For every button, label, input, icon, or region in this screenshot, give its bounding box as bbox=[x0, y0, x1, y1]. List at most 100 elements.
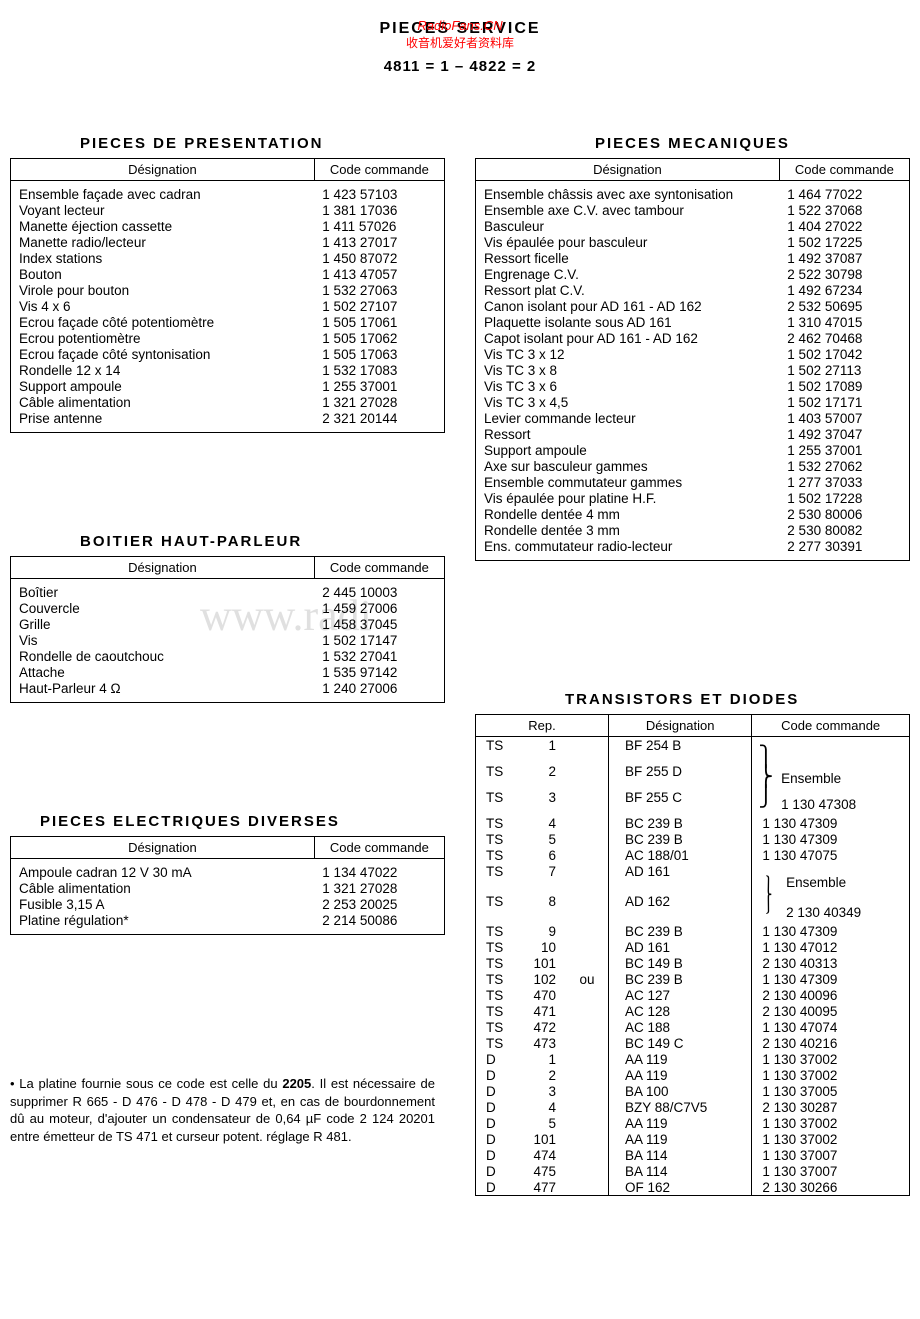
cell-designation: Ressort bbox=[476, 427, 780, 443]
cell-designation: Ecrou façade côté potentiomètre bbox=[11, 315, 315, 331]
cell-rep-prefix: TS bbox=[476, 987, 523, 1003]
cell-rep-num: 3 bbox=[522, 1083, 566, 1099]
cell-code: 1 532 27063 bbox=[314, 283, 444, 299]
cell-code: 1 404 27022 bbox=[779, 219, 909, 235]
right-column: PIECES MECANIQUES Désignation Code comma… bbox=[475, 115, 910, 1196]
cell-rep-prefix: TS bbox=[476, 1019, 523, 1035]
cell-rep-prefix: TS bbox=[476, 955, 523, 971]
cell-code: 1 413 27017 bbox=[314, 235, 444, 251]
cell-rep-prefix: D bbox=[476, 1131, 523, 1147]
left-column: PIECES DE PRESENTATION Désignation Code … bbox=[10, 115, 445, 1145]
cell-code: 1 130 37002 bbox=[752, 1051, 910, 1067]
cell-ou bbox=[566, 1083, 609, 1099]
table-row: D475BA 1141 130 37007 bbox=[476, 1163, 910, 1179]
cell-designation: Capot isolant pour AD 161 - AD 162 bbox=[476, 331, 780, 347]
cell-designation: Bouton bbox=[11, 267, 315, 283]
cell-designation: AA 119 bbox=[609, 1131, 752, 1147]
table-row: TS471AC 1282 130 40095 bbox=[476, 1003, 910, 1019]
cell-designation: Virole pour bouton bbox=[11, 283, 315, 299]
cell-designation: Vis 4 x 6 bbox=[11, 299, 315, 315]
table-row: D1AA 1191 130 37002 bbox=[476, 1051, 910, 1067]
table-row: Support ampoule1 255 37001 bbox=[476, 443, 910, 459]
cell-code: 1 505 17062 bbox=[314, 331, 444, 347]
cell-code: ⎭ 1 130 47308 bbox=[752, 789, 910, 815]
cell-rep-num: 471 bbox=[522, 1003, 566, 1019]
cell-rep-num: 472 bbox=[522, 1019, 566, 1035]
cell-code: 1 130 37007 bbox=[752, 1163, 910, 1179]
cell-code: 2 130 40096 bbox=[752, 987, 910, 1003]
cell-rep-prefix: TS bbox=[476, 789, 523, 815]
cell-rep-num: 477 bbox=[522, 1179, 566, 1196]
cell-rep-prefix: D bbox=[476, 1083, 523, 1099]
cell-code: 1 502 27113 bbox=[779, 363, 909, 379]
cell-code: ⎰ 2 130 40349 bbox=[752, 893, 910, 923]
cell-designation: Prise antenne bbox=[11, 411, 315, 433]
cell-code: 1 255 37001 bbox=[779, 443, 909, 459]
table-row: Manette éjection cassette1 411 57026 bbox=[11, 219, 445, 235]
col-designation: Désignation bbox=[11, 557, 315, 579]
cell-designation: BC 239 B bbox=[609, 971, 752, 987]
cell-designation: AA 119 bbox=[609, 1115, 752, 1131]
cell-ou bbox=[566, 1051, 609, 1067]
table-row: Axe sur basculeur gammes1 532 27062 bbox=[476, 459, 910, 475]
cell-code: 1 505 17063 bbox=[314, 347, 444, 363]
table-row: Index stations1 450 87072 bbox=[11, 251, 445, 267]
cell-rep-num: 1 bbox=[522, 737, 566, 764]
cell-code: 1 464 77022 bbox=[779, 181, 909, 203]
col-code: Code commande bbox=[314, 557, 444, 579]
cell-code: 2 130 40313 bbox=[752, 955, 910, 971]
cell-designation: BZY 88/C7V5 bbox=[609, 1099, 752, 1115]
table-hautparleur: Désignation Code commande Boîtier2 445 1… bbox=[10, 556, 445, 703]
cell-code: 1 134 47022 bbox=[314, 859, 444, 881]
section-title-electriques: PIECES ELECTRIQUES DIVERSES bbox=[40, 813, 445, 830]
cell-designation: Index stations bbox=[11, 251, 315, 267]
cell-designation: Levier commande lecteur bbox=[476, 411, 780, 427]
cell-designation: BC 239 B bbox=[609, 923, 752, 939]
cell-designation: BF 255 D bbox=[609, 763, 752, 789]
table-row: TS7AD 161⎱ Ensemble bbox=[476, 863, 910, 893]
cell-designation: Haut-Parleur 4 Ω bbox=[11, 681, 315, 703]
table-row: Ecrou façade côté syntonisation1 505 170… bbox=[11, 347, 445, 363]
cell-ou bbox=[566, 847, 609, 863]
cell-rep-num: 3 bbox=[522, 789, 566, 815]
watermark-text-red2: 收音机爱好者资料库 bbox=[406, 34, 514, 51]
cell-designation: Plaquette isolante sous AD 161 bbox=[476, 315, 780, 331]
section-title-mecaniques: PIECES MECANIQUES bbox=[595, 135, 910, 152]
cell-designation: Boîtier bbox=[11, 579, 315, 601]
table-row: TS101BC 149 B2 130 40313 bbox=[476, 955, 910, 971]
cell-rep-num: 4 bbox=[522, 1099, 566, 1115]
cell-ou bbox=[566, 1131, 609, 1147]
table-row: Couvercle1 459 27006 bbox=[11, 601, 445, 617]
cell-code: 1 502 17089 bbox=[779, 379, 909, 395]
cell-designation: Voyant lecteur bbox=[11, 203, 315, 219]
cell-code: 1 411 57026 bbox=[314, 219, 444, 235]
table-row: TS10AD 1611 130 47012 bbox=[476, 939, 910, 955]
cell-rep-prefix: TS bbox=[476, 893, 523, 923]
section-title-hautparleur: BOITIER HAUT-PARLEUR bbox=[80, 533, 445, 550]
col-designation: Désignation bbox=[11, 159, 315, 181]
page-subtitle: 4811 = 1 – 4822 = 2 bbox=[10, 58, 910, 75]
cell-ou bbox=[566, 987, 609, 1003]
cell-designation: Vis TC 3 x 12 bbox=[476, 347, 780, 363]
table-row: Virole pour bouton1 532 27063 bbox=[11, 283, 445, 299]
table-row: Boîtier2 445 10003 bbox=[11, 579, 445, 601]
cell-designation: Rondelle 12 x 14 bbox=[11, 363, 315, 379]
cell-designation: BA 114 bbox=[609, 1147, 752, 1163]
cell-code: 1 502 17171 bbox=[779, 395, 909, 411]
cell-ou bbox=[566, 815, 609, 831]
cell-ou bbox=[566, 1003, 609, 1019]
cell-designation: Ens. commutateur radio-lecteur bbox=[476, 539, 780, 561]
cell-designation: AD 162 bbox=[609, 893, 752, 923]
cell-designation: Ampoule cadran 12 V 30 mA bbox=[11, 859, 315, 881]
table-row: Vis épaulée pour basculeur1 502 17225 bbox=[476, 235, 910, 251]
cell-code: 1 130 47309 bbox=[752, 923, 910, 939]
cell-rep-num: 5 bbox=[522, 1115, 566, 1131]
cell-code: 2 253 20025 bbox=[314, 897, 444, 913]
cell-code: 1 321 27028 bbox=[314, 395, 444, 411]
cell-designation: Vis bbox=[11, 633, 315, 649]
table-row: Ensemble commutateur gammes1 277 37033 bbox=[476, 475, 910, 491]
table-row: Rondelle de caoutchouc1 532 27041 bbox=[11, 649, 445, 665]
cell-designation: Support ampoule bbox=[11, 379, 315, 395]
table-row: Ressort1 492 37047 bbox=[476, 427, 910, 443]
cell-code: 2 321 20144 bbox=[314, 411, 444, 433]
